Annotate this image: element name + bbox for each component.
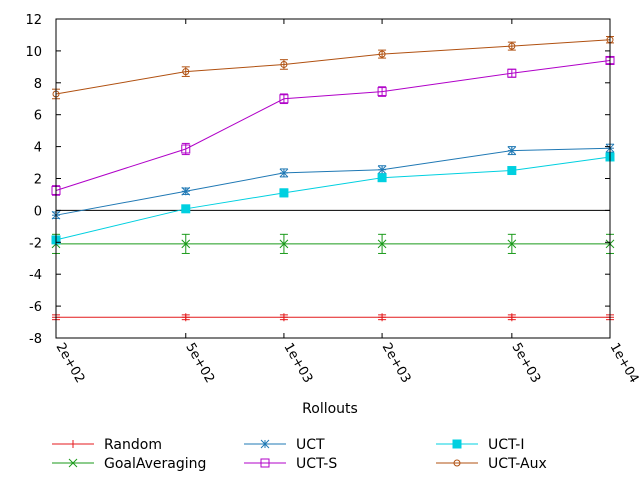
x-tick-label: 5e+03 (508, 341, 543, 386)
data-point (279, 94, 289, 104)
legend-item: UCT (244, 437, 325, 453)
legend-item: Random (52, 437, 162, 453)
data-point (377, 87, 387, 97)
data-point (507, 313, 516, 322)
y-tick-label: 0 (34, 204, 42, 219)
legend-marker (68, 458, 78, 468)
data-point (181, 144, 191, 154)
data-point (377, 165, 387, 175)
data-point (181, 204, 191, 214)
data-point (181, 239, 191, 249)
legend-label: Random (104, 437, 162, 453)
error-bar (378, 86, 387, 97)
data-point (377, 173, 387, 183)
y-tick-label: -6 (29, 300, 42, 315)
x-axis-label: Rollouts (302, 401, 358, 417)
data-point (507, 68, 517, 78)
y-tick-label: 8 (34, 77, 42, 92)
y-tick-label: -2 (29, 236, 42, 251)
y-tick-label: -4 (29, 268, 42, 283)
series-uct (51, 143, 615, 220)
data-point (377, 239, 387, 249)
x-tick-label: 2e+02 (53, 341, 88, 386)
legend-marker (69, 440, 77, 448)
legend-item: UCT-I (436, 437, 524, 453)
series-line-uct-s (55, 59, 611, 191)
legend-marker (260, 439, 270, 449)
legend-label: UCT-I (488, 437, 524, 453)
series-line-uct-i (55, 156, 611, 241)
x-tick-label: 2e+03 (379, 341, 414, 386)
data-point (378, 50, 386, 58)
legend-marker (452, 439, 462, 449)
legend-marker (453, 459, 461, 467)
series-uct-i (51, 152, 615, 245)
y-tick-label: 10 (25, 45, 42, 60)
data-point (508, 42, 516, 50)
series-random (52, 313, 614, 322)
data-point (279, 168, 289, 178)
y-tick-label: 6 (34, 109, 42, 124)
y-tick-label: -8 (29, 332, 42, 347)
data-point (181, 313, 190, 322)
series-uct-aux (52, 36, 614, 100)
legend-label: UCT-Aux (488, 456, 547, 472)
data-point (279, 313, 288, 322)
series-line-uct-aux (55, 39, 611, 95)
legend-item: UCT-Aux (436, 456, 547, 472)
data-point (182, 68, 190, 76)
legend-label: GoalAveraging (104, 456, 206, 472)
data-point (507, 146, 517, 155)
plot-frame (55, 18, 611, 339)
y-tick-label: 12 (25, 13, 42, 28)
data-point (279, 188, 289, 198)
data-point (507, 239, 517, 249)
data-point (280, 60, 288, 68)
series-line-uct (55, 147, 611, 216)
legend-item: GoalAveraging (52, 456, 206, 472)
data-point (378, 313, 387, 322)
series-uct-s (51, 55, 615, 196)
legend-label: UCT (296, 437, 325, 453)
error-bar (279, 93, 288, 105)
x-tick-label: 1e+04 (607, 341, 640, 386)
legend-item: UCT-S (244, 456, 337, 472)
series-goalaveraging (51, 233, 615, 254)
y-tick-label: 4 (34, 141, 42, 156)
x-tick-label: 1e+03 (280, 341, 315, 386)
y-tick-label: 2 (34, 173, 42, 188)
legend-label: UCT-S (296, 456, 337, 472)
x-tick-label: 5e+02 (182, 341, 217, 386)
legend-marker (260, 458, 270, 468)
data-point (507, 166, 517, 176)
data-point (181, 186, 191, 196)
data-point (279, 239, 289, 249)
